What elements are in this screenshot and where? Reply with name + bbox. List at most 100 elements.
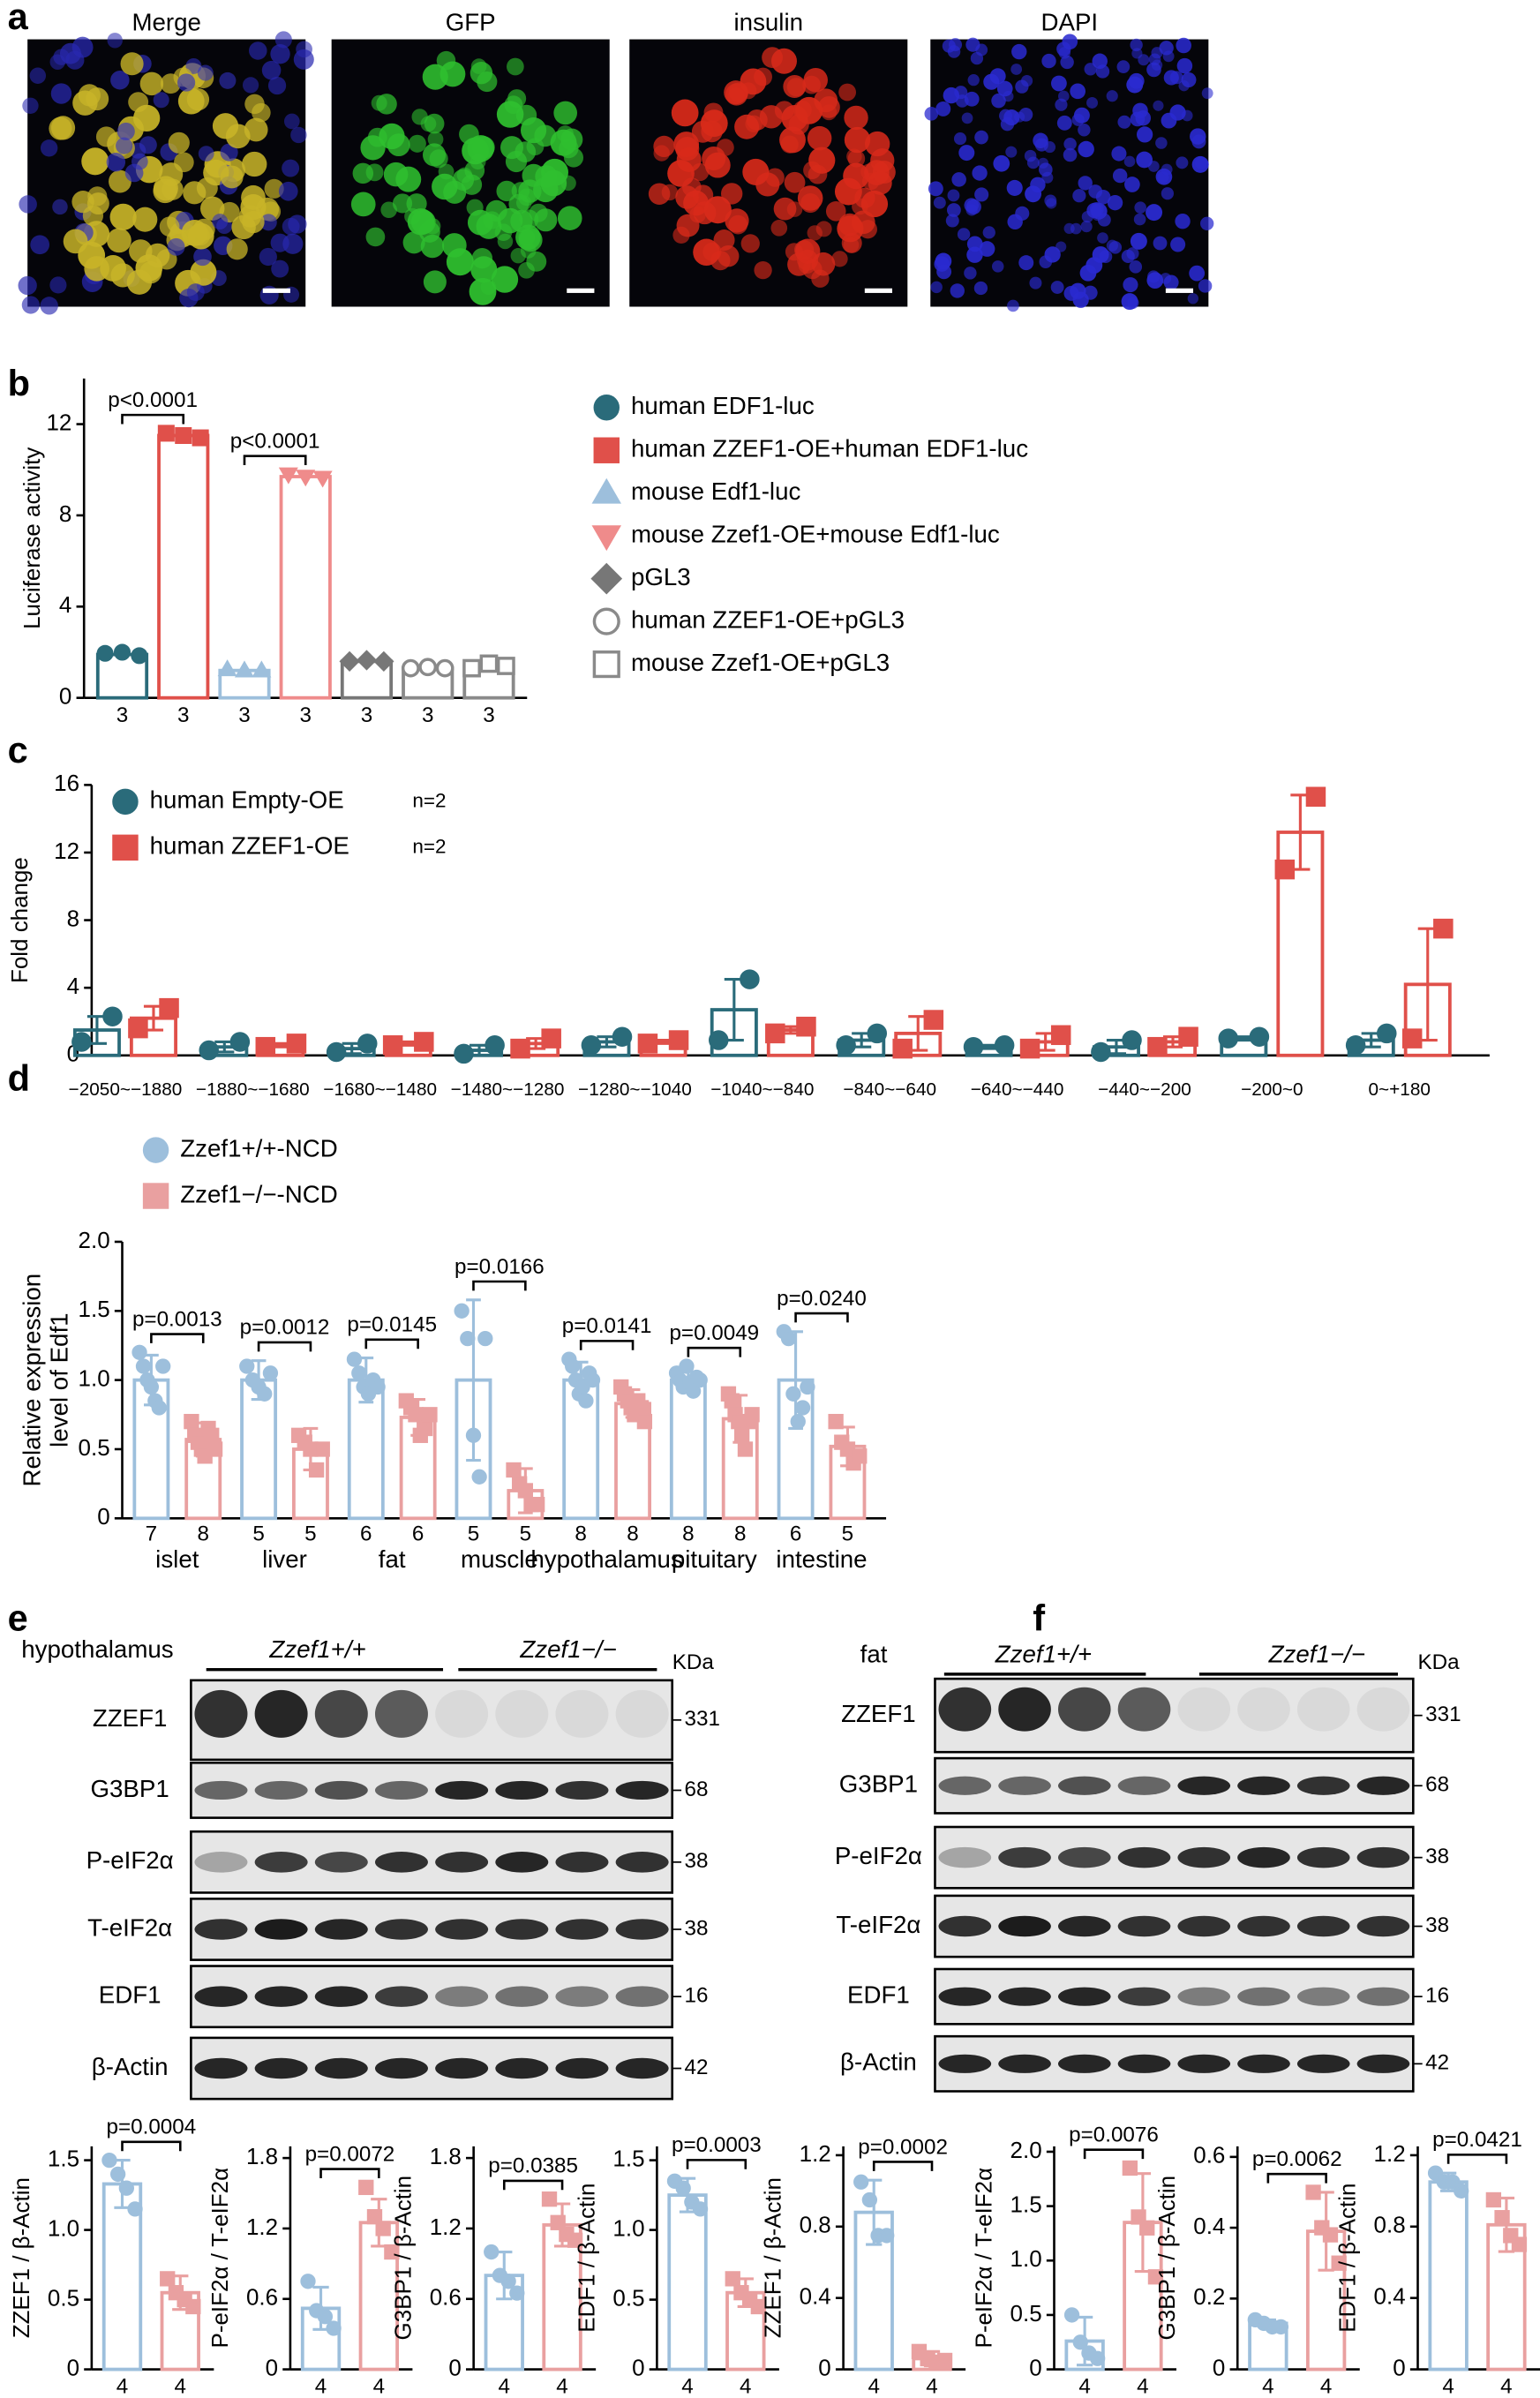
blot-band [1237, 1687, 1290, 1732]
cell [784, 171, 806, 193]
cell [126, 269, 153, 295]
cell [557, 206, 582, 230]
blot-band [555, 1780, 609, 1800]
cell [947, 189, 960, 202]
data-point [128, 1018, 148, 1039]
cell [1021, 75, 1033, 87]
cell [844, 105, 868, 131]
cell [259, 214, 277, 231]
blot-band [1356, 1915, 1410, 1937]
sample-size: 4 [373, 2375, 385, 2398]
cell [786, 78, 806, 97]
blot-band [1237, 2054, 1290, 2073]
blot-band [1356, 1687, 1410, 1732]
blot-band [1057, 1776, 1111, 1795]
y-axis-label: P-eIF2α / T-eIF2α [207, 2168, 233, 2349]
protein-label: G3BP1 [839, 1770, 918, 1798]
data-point [679, 1358, 695, 1374]
cell [681, 177, 702, 197]
blot-band [1296, 1687, 1350, 1732]
sample-size: 4 [556, 2375, 567, 2398]
data-point [636, 1413, 653, 1430]
cell [190, 259, 217, 286]
sample-size: 4 [1500, 2375, 1512, 2398]
cell [179, 288, 199, 308]
cell [120, 52, 144, 76]
cell [423, 270, 447, 294]
cell [1170, 237, 1186, 252]
cell [187, 222, 214, 250]
blot-band [254, 1780, 308, 1800]
legend-label: human Empty-OE [150, 786, 344, 814]
significance-bracket [257, 1341, 312, 1352]
data-point [113, 643, 131, 661]
blot-band [1177, 1915, 1231, 1937]
cell [972, 165, 988, 181]
cell [86, 87, 109, 111]
kda-marker: 331 [1425, 1703, 1461, 1726]
data-point [217, 659, 237, 677]
cell [1155, 137, 1168, 149]
legend-label: human ZZEF1-OE+human EDF1-luc [631, 435, 1028, 462]
legend-label: pGL3 [631, 563, 691, 590]
y-tick-label: 1.5 [612, 2145, 644, 2171]
blot-band [555, 2057, 609, 2079]
sample-size: 5 [520, 1522, 531, 1546]
data-point [175, 426, 192, 445]
y-axis-label: ZZEF1 / β-Actin [760, 2177, 786, 2338]
cell [676, 214, 700, 237]
legend-label: Zzef1−/−-NCD [180, 1180, 337, 1207]
cell [183, 181, 207, 205]
cell [954, 86, 968, 100]
cell [392, 193, 413, 214]
cell [553, 101, 578, 125]
cell [50, 83, 72, 104]
data-point [471, 1469, 487, 1485]
image-title: insulin [734, 9, 803, 36]
sample-size: 4 [868, 2375, 879, 2398]
data-point [358, 2179, 374, 2196]
data-point [1063, 2307, 1080, 2323]
sample-size: 4 [1078, 2375, 1090, 2398]
blot-band [1356, 1846, 1410, 1868]
cell [942, 39, 956, 53]
cell [383, 162, 409, 187]
cell [1117, 115, 1131, 129]
cell [724, 80, 748, 105]
blot-band [314, 1852, 368, 1873]
cell [290, 126, 307, 144]
blot-band [374, 1986, 428, 2007]
sample-size: 6 [360, 1522, 372, 1546]
data-point [373, 650, 394, 672]
cell [116, 137, 133, 154]
sample-size: 4 [1442, 2375, 1454, 2398]
cell [1010, 64, 1023, 75]
kda-unit: KDa [672, 1650, 715, 1674]
blot-band [938, 1776, 992, 1795]
protein-label: EDF1 [847, 1981, 910, 2008]
cell [436, 50, 456, 71]
data-point [408, 1407, 424, 1423]
cell [49, 276, 67, 294]
cell [429, 149, 448, 169]
legend-marker [592, 607, 620, 635]
y-tick-label: 0.4 [1374, 2283, 1406, 2310]
y-axis-label: level of Edf1 [46, 1312, 73, 1447]
y-axis-label: P-eIF2α / T-eIF2α [970, 2168, 996, 2349]
cell [1060, 55, 1074, 70]
data-point [339, 650, 360, 672]
x-tick-label: islet [155, 1545, 199, 1573]
data-point [151, 1400, 167, 1416]
genotype-label: Zzef1−/− [519, 1635, 616, 1663]
cell [1134, 201, 1146, 214]
protein-label: β-Actin [840, 2048, 917, 2076]
x-tick-label: intestine [776, 1545, 867, 1573]
blot-band [435, 1986, 489, 2007]
data-point [143, 1379, 160, 1395]
y-tick-label: 0 [818, 2354, 830, 2380]
y-axis-label: ZZEF1 / β-Actin [8, 2177, 34, 2338]
panel-label: e [8, 1597, 28, 1638]
panel-label: b [8, 362, 30, 403]
legend-label: human EDF1-luc [631, 392, 815, 419]
scale-bar [1165, 288, 1194, 293]
